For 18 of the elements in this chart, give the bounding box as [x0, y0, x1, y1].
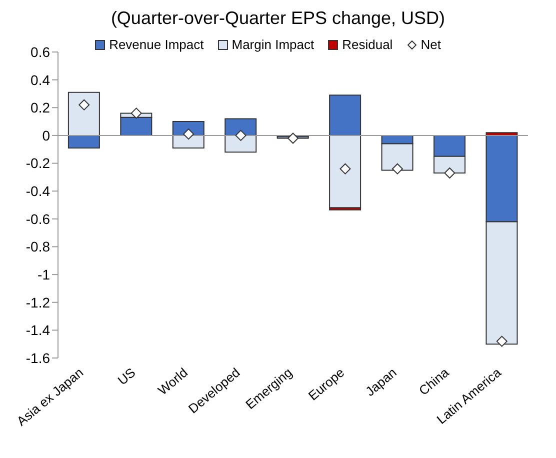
y-tick-label: -1: [38, 266, 50, 283]
y-tick-label: -0.2: [26, 155, 50, 172]
y-tick-label: -1.6: [26, 350, 50, 366]
legend-label: Net: [420, 37, 441, 52]
x-tick-label: US: [114, 364, 139, 388]
y-tick-label: -0.6: [26, 210, 50, 227]
y-tick-label: -1.2: [26, 294, 50, 310]
y-tick-label: 0.6: [30, 44, 50, 60]
y-tick-label: 0.2: [30, 100, 50, 116]
y-tick-label: -0.8: [26, 238, 50, 255]
legend-label: Margin Impact: [230, 37, 314, 52]
y-tick-label: 0: [42, 127, 50, 144]
y-tick-label: -1.4: [26, 322, 50, 338]
y-tick-label: 0.4: [30, 72, 50, 88]
legend-label: Revenue Impact: [108, 37, 204, 52]
y-tick-label: -0.4: [26, 183, 50, 200]
legend-label: Residual: [341, 37, 393, 52]
chart-title: (Quarter-over-Quarter EPS change, USD): [110, 8, 446, 29]
